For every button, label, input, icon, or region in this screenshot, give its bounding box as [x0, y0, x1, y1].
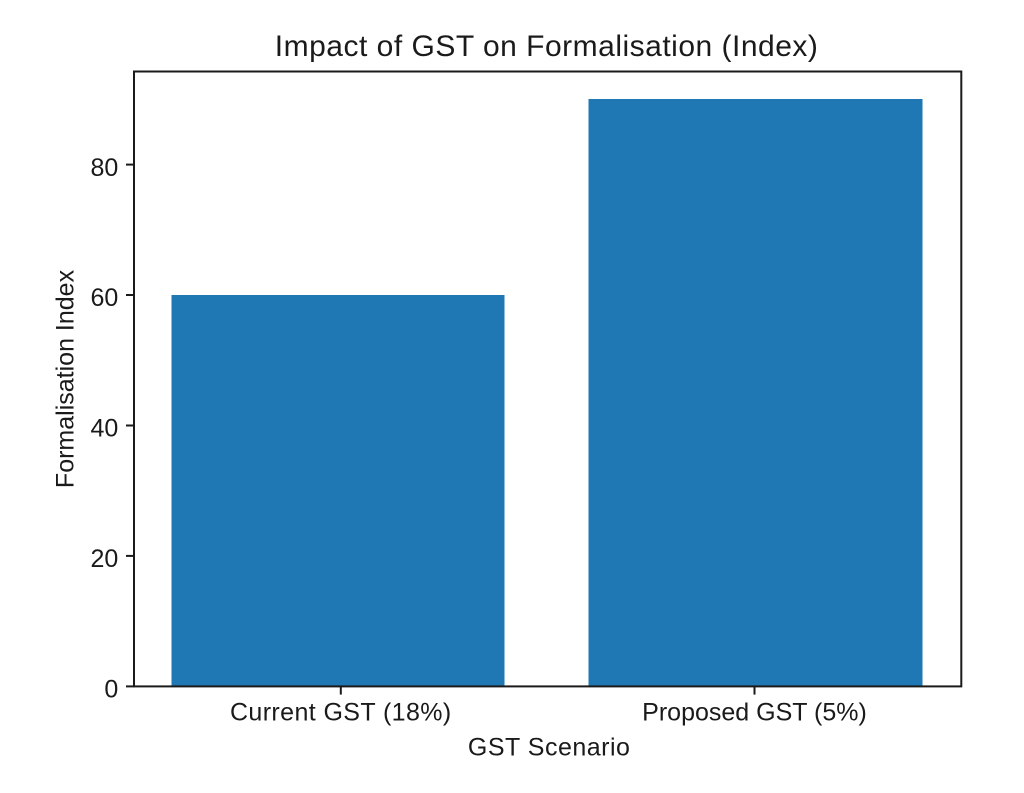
svg-text:60: 60	[90, 284, 118, 312]
svg-text:40: 40	[90, 415, 118, 443]
svg-text:80: 80	[90, 154, 118, 182]
svg-text:Current GST (18%): Current GST (18%)	[230, 699, 452, 727]
svg-text:Impact of GST on Formalisation: Impact of GST on Formalisation (Index)	[275, 30, 819, 63]
svg-text:GST Scenario: GST Scenario	[468, 733, 631, 761]
svg-text:Proposed GST (5%): Proposed GST (5%)	[642, 699, 867, 727]
svg-text:0: 0	[104, 676, 118, 704]
svg-text:20: 20	[90, 545, 118, 573]
svg-text:Formalisation Index: Formalisation Index	[51, 269, 79, 488]
